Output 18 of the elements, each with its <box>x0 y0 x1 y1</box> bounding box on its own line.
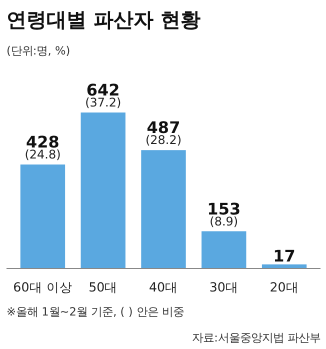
x-tick-label: 60대 이상 <box>13 280 72 294</box>
x-tick-label: 50대 <box>88 280 118 294</box>
text: 642 (37.2) <box>85 80 122 110</box>
data-label: 17 <box>273 246 296 266</box>
x-tick-label: 30대 <box>209 280 238 294</box>
text: 428 (24.8) <box>24 132 61 162</box>
text: 487 (28.2) <box>145 118 182 148</box>
bar <box>141 150 186 268</box>
bar <box>80 112 126 268</box>
x-tick-label: 40대 <box>148 280 178 294</box>
chart-subtitle: (단위:명, %) <box>6 44 70 58</box>
x-tick-label: 20대 <box>270 280 299 294</box>
text: 자료:서울중앙지법 파산부 <box>192 330 321 344</box>
text: 153 (8.9) <box>207 199 241 228</box>
chart-title: 연령대별 파산자 현황 <box>6 8 200 32</box>
bar <box>20 164 66 268</box>
bar <box>202 231 246 268</box>
text: ※올해 1월~2월 기준, ( ) 안은 비중 <box>6 304 184 318</box>
